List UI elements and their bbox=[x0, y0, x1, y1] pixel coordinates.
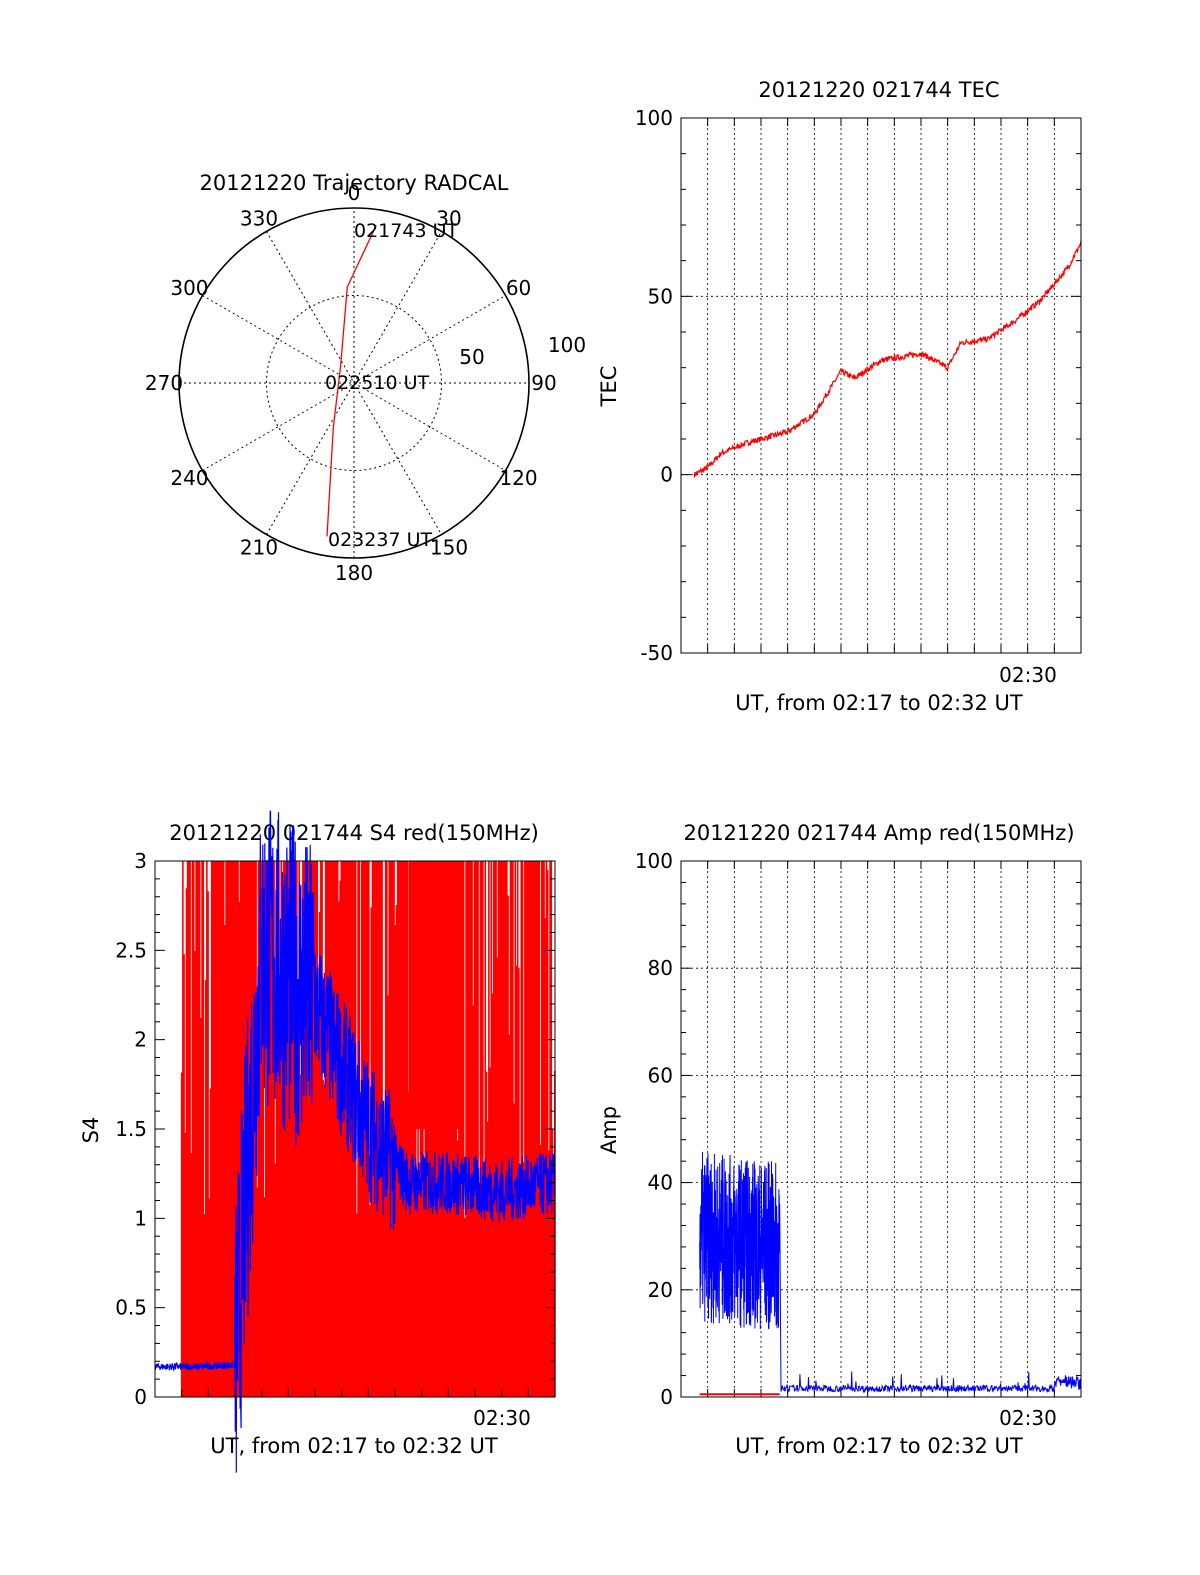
polar-radial-label-50: 50 bbox=[459, 345, 484, 369]
tec-x-axis-label: UT, from 02:17 to 02:32 UT bbox=[735, 691, 1023, 715]
polar-azimuth-label: 300 bbox=[170, 276, 208, 300]
amp-y-axis-label: Amp bbox=[597, 1106, 621, 1154]
tec-plot-frame bbox=[680, 117, 1082, 654]
polar-azimuth-label: 240 bbox=[170, 466, 208, 490]
polar-azimuth-label: 180 bbox=[335, 561, 373, 585]
amp-x-axis-label: UT, from 02:17 to 02:32 UT bbox=[735, 1434, 1023, 1458]
s4-y-tick-label: 1 bbox=[134, 1206, 147, 1230]
tec-y-axis-label: TEC bbox=[597, 366, 621, 408]
polar-title: 20121220 Trajectory RADCAL bbox=[200, 171, 509, 195]
s4-blue-series bbox=[154, 810, 556, 1473]
s4-chart: 20121220 021744 S4 red(150MHz) 3 2.5 2 1.5 1… bbox=[79, 810, 556, 1473]
polar-inner-circle bbox=[266, 295, 442, 471]
s4-red-series bbox=[180, 861, 556, 1397]
amp-title: 20121220 021744 Amp red(150MHz) bbox=[683, 821, 1074, 845]
polar-azimuth-label: 270 bbox=[145, 371, 183, 395]
polar-trajectory-line bbox=[326, 225, 377, 537]
polar-azimuth-label: 30 bbox=[436, 206, 461, 230]
tec-y-tick-label: 50 bbox=[648, 284, 673, 308]
polar-annotation-start: 021743 UT bbox=[354, 220, 458, 242]
polar-grid bbox=[178, 207, 530, 559]
polar-azimuth-label: 0 bbox=[348, 181, 361, 205]
polar-azimuth-labels: 0 30 60 90 120 150 180 210 240 270 300 330 bbox=[145, 181, 557, 585]
tec-y-tick-label: 0 bbox=[660, 463, 673, 487]
s4-y-tick-labels: 3 2.5 2 1.5 1 0.5 0 bbox=[115, 849, 555, 1409]
tec-chart: 20121220 021744 TEC 100 50 0 -50 02:30 UT, … bbox=[597, 78, 1082, 715]
polar-spoke bbox=[266, 231, 442, 535]
s4-plot-frame bbox=[154, 860, 556, 1398]
tec-y-tick-labels: 100 50 0 -50 bbox=[635, 106, 1081, 665]
amp-x-tick-label: 02:30 bbox=[999, 1406, 1057, 1430]
tec-y-tick-label: -50 bbox=[640, 641, 673, 665]
polar-azimuth-label: 210 bbox=[240, 536, 278, 560]
polar-azimuth-label: 120 bbox=[499, 466, 537, 490]
polar-trajectory-chart: 20121220 Trajectory RADCAL 0 30 60 90 120 150… bbox=[145, 171, 586, 585]
amp-y-tick-label: 100 bbox=[635, 849, 673, 873]
amp-y-tick-label: 0 bbox=[660, 1385, 673, 1409]
tec-y-tick-label: 100 bbox=[635, 106, 673, 130]
s4-y-tick-label: 2 bbox=[134, 1028, 147, 1052]
polar-radial-label-100: 100 bbox=[548, 333, 586, 357]
s4-title: 20121220 021744 S4 red(150MHz) bbox=[169, 821, 539, 845]
s4-red-block bbox=[408, 861, 462, 1129]
s4-y-tick-label: 3 bbox=[134, 849, 147, 873]
s4-y-tick-label: 0 bbox=[134, 1385, 147, 1409]
polar-azimuth-label: 330 bbox=[240, 206, 278, 230]
polar-azimuth-label: 90 bbox=[531, 371, 556, 395]
polar-annotation-mid: 022510 UT bbox=[325, 372, 429, 394]
tec-series-line bbox=[693, 240, 1082, 478]
s4-red-block bbox=[301, 1218, 555, 1397]
s4-y-tick-label: 1.5 bbox=[115, 1117, 147, 1141]
amp-chart: 20121220 021744 Amp red(150MHz) 100 80 60 4… bbox=[597, 821, 1082, 1458]
tec-grid bbox=[707, 118, 1055, 653]
amp-plot-frame bbox=[680, 860, 1082, 1398]
polar-azimuth-label: 60 bbox=[506, 276, 531, 300]
amp-grid bbox=[707, 861, 1055, 1397]
amp-y-tick-label: 60 bbox=[648, 1063, 673, 1087]
amp-y-tick-label: 20 bbox=[648, 1278, 673, 1302]
s4-y-tick-label: 0.5 bbox=[115, 1296, 147, 1320]
tec-title: 20121220 021744 TEC bbox=[758, 78, 999, 102]
amp-blue-series bbox=[699, 1151, 1082, 1394]
s4-y-axis-label: S4 bbox=[79, 1117, 103, 1144]
s4-x-tick-label: 02:30 bbox=[473, 1406, 531, 1430]
s4-y-tick-label: 2.5 bbox=[115, 938, 147, 962]
tec-x-tick-label: 02:30 bbox=[999, 663, 1057, 687]
amp-y-tick-labels: 100 80 60 40 20 0 bbox=[635, 849, 1081, 1409]
amp-y-tick-label: 80 bbox=[648, 956, 673, 980]
polar-azimuth-label: 150 bbox=[430, 536, 468, 560]
polar-annotation-end: 023237 UT bbox=[328, 529, 432, 551]
s4-x-axis-label: UT, from 02:17 to 02:32 UT bbox=[210, 1434, 498, 1458]
amp-y-tick-label: 40 bbox=[648, 1171, 673, 1195]
